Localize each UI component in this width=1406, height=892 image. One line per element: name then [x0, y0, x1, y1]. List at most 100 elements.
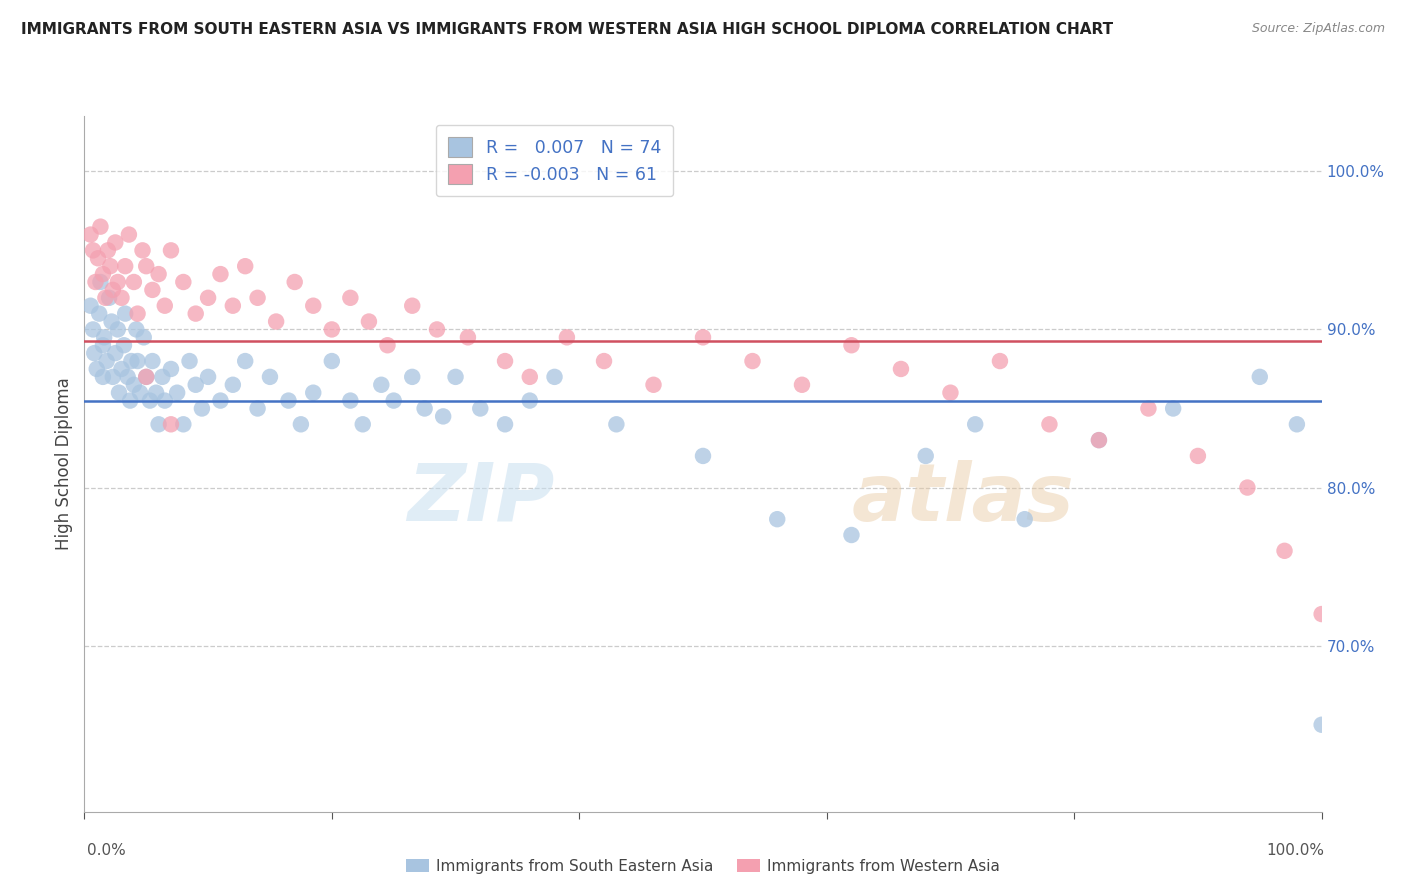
Text: 0.0%: 0.0% — [87, 843, 127, 858]
Point — [352, 417, 374, 432]
Point — [222, 377, 245, 392]
Point — [135, 369, 157, 384]
Point — [148, 417, 170, 432]
Point — [1187, 449, 1209, 463]
Point — [98, 259, 121, 273]
Point — [197, 291, 219, 305]
Point — [104, 235, 127, 250]
Text: Source: ZipAtlas.com: Source: ZipAtlas.com — [1251, 22, 1385, 36]
Point — [1249, 369, 1271, 384]
Point — [1285, 417, 1308, 432]
Point — [197, 369, 219, 384]
Point — [118, 227, 141, 242]
Text: atlas: atlas — [852, 459, 1074, 538]
Point — [890, 362, 912, 376]
Point — [1038, 417, 1060, 432]
Point — [94, 291, 117, 305]
Point — [120, 354, 142, 368]
Point — [593, 354, 616, 368]
Point — [1274, 543, 1296, 558]
Point — [370, 377, 392, 392]
Legend: R =   0.007   N = 74, R = -0.003   N = 61: R = 0.007 N = 74, R = -0.003 N = 61 — [436, 125, 673, 196]
Point — [127, 354, 149, 368]
Point — [233, 259, 256, 273]
Point — [108, 385, 131, 400]
Point — [401, 369, 423, 384]
Point — [1088, 433, 1111, 447]
Point — [209, 267, 232, 281]
Point — [766, 512, 789, 526]
Point — [104, 346, 127, 360]
Point — [86, 362, 108, 376]
Point — [643, 377, 665, 392]
Point — [82, 244, 104, 258]
Point — [302, 299, 325, 313]
Point — [444, 369, 467, 384]
Point — [988, 354, 1011, 368]
Point — [96, 354, 118, 368]
Point — [457, 330, 479, 344]
Point — [179, 354, 201, 368]
Point — [605, 417, 627, 432]
Point — [172, 275, 194, 289]
Point — [233, 354, 256, 368]
Point — [101, 283, 124, 297]
Point — [129, 385, 152, 400]
Point — [112, 338, 135, 352]
Point — [939, 385, 962, 400]
Point — [84, 275, 107, 289]
Point — [1236, 481, 1258, 495]
Point — [246, 401, 269, 416]
Point — [110, 362, 132, 376]
Point — [965, 417, 987, 432]
Point — [1014, 512, 1036, 526]
Point — [141, 354, 163, 368]
Point — [790, 377, 813, 392]
Point — [100, 314, 122, 328]
Point — [555, 330, 578, 344]
Point — [339, 291, 361, 305]
Point — [841, 528, 863, 542]
Legend: Immigrants from South Eastern Asia, Immigrants from Western Asia: Immigrants from South Eastern Asia, Immi… — [399, 853, 1007, 880]
Point — [107, 322, 129, 336]
Point — [264, 314, 287, 328]
Point — [401, 299, 423, 313]
Point — [101, 369, 124, 384]
Point — [98, 291, 121, 305]
Point — [132, 330, 155, 344]
Point — [97, 244, 120, 258]
Point — [277, 393, 299, 408]
Point — [89, 219, 111, 234]
Point — [191, 401, 214, 416]
Point — [543, 369, 565, 384]
Point — [1310, 717, 1333, 731]
Point — [222, 299, 245, 313]
Point — [357, 314, 380, 328]
Point — [91, 267, 114, 281]
Point — [494, 354, 516, 368]
Point — [519, 369, 541, 384]
Point — [160, 244, 183, 258]
Point — [148, 267, 170, 281]
Point — [117, 369, 139, 384]
Point — [110, 291, 132, 305]
Point — [426, 322, 449, 336]
Point — [284, 275, 307, 289]
Point — [153, 299, 176, 313]
Point — [79, 299, 101, 313]
Point — [1161, 401, 1184, 416]
Point — [741, 354, 763, 368]
Text: IMMIGRANTS FROM SOUTH EASTERN ASIA VS IMMIGRANTS FROM WESTERN ASIA HIGH SCHOOL D: IMMIGRANTS FROM SOUTH EASTERN ASIA VS IM… — [21, 22, 1114, 37]
Point — [135, 369, 157, 384]
Point — [1088, 433, 1111, 447]
Point — [166, 385, 188, 400]
Point — [141, 283, 163, 297]
Point — [93, 330, 115, 344]
Point — [470, 401, 492, 416]
Point — [89, 307, 111, 321]
Point — [339, 393, 361, 408]
Text: 100.0%: 100.0% — [1267, 843, 1324, 858]
Point — [377, 338, 399, 352]
Point — [120, 393, 142, 408]
Point — [172, 417, 194, 432]
